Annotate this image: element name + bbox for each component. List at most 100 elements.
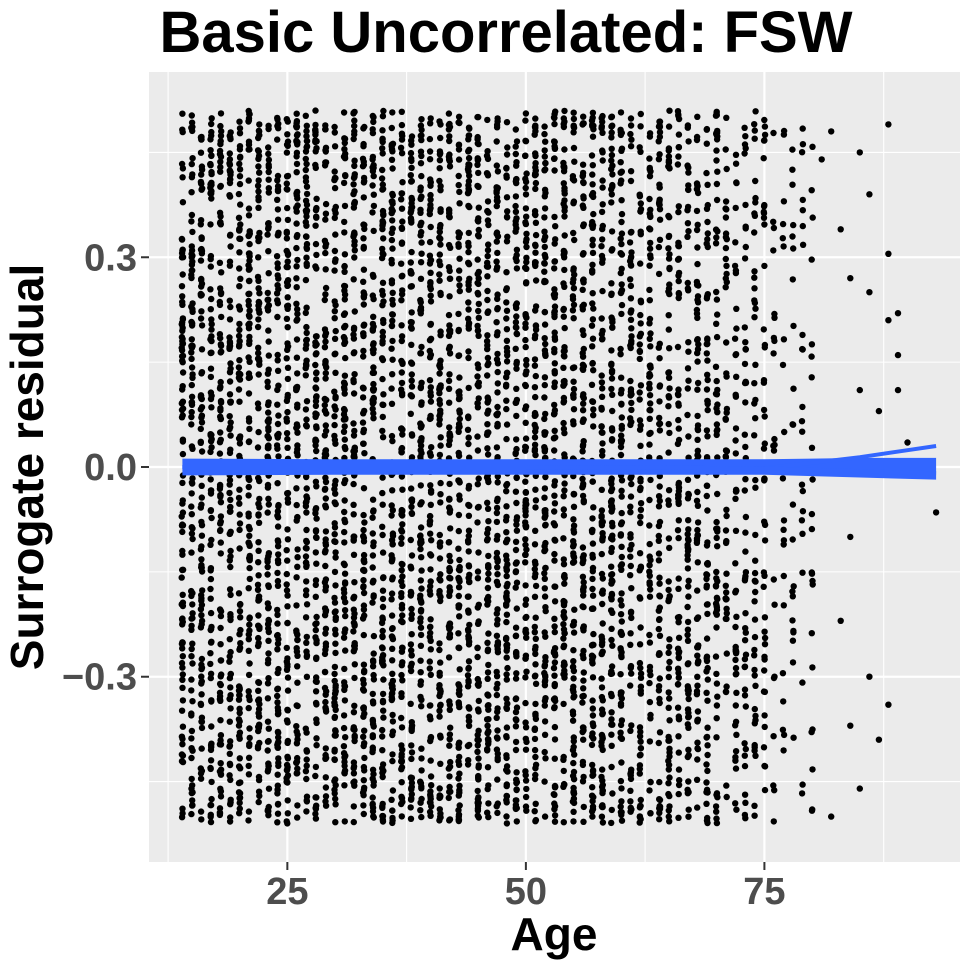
data-point (322, 216, 329, 223)
data-point (512, 449, 519, 457)
data-point (522, 419, 529, 426)
data-point (437, 659, 444, 666)
data-point (369, 746, 376, 754)
data-point (275, 275, 282, 282)
data-point (436, 785, 443, 792)
data-point (522, 117, 529, 124)
data-point (436, 416, 443, 423)
data-point (637, 123, 644, 130)
data-point (369, 794, 376, 801)
data-point (294, 802, 301, 809)
data-point (656, 592, 663, 599)
data-point (275, 551, 282, 558)
data-point (380, 574, 387, 581)
data-point (532, 486, 539, 493)
data-point (283, 570, 290, 578)
data-point (388, 322, 396, 330)
data-point (227, 508, 234, 515)
data-point (256, 169, 263, 176)
data-point (512, 488, 520, 495)
data-point (532, 504, 539, 511)
data-point (588, 642, 596, 649)
data-point (665, 673, 672, 681)
data-point (446, 816, 454, 823)
data-point (571, 158, 578, 165)
data-point (313, 613, 320, 621)
data-point (685, 377, 692, 384)
data-point (302, 197, 310, 204)
data-point (398, 753, 405, 760)
data-point (226, 557, 233, 564)
data-point (341, 139, 348, 147)
data-point (627, 282, 635, 290)
data-point (609, 324, 616, 331)
data-point (313, 560, 320, 567)
data-point (226, 413, 233, 420)
data-point (179, 615, 186, 622)
data-point (647, 810, 654, 817)
data-point (542, 233, 549, 240)
data-point (523, 546, 530, 553)
data-point (226, 176, 234, 183)
data-point (618, 218, 625, 226)
data-point (360, 221, 367, 228)
data-point (379, 659, 386, 666)
data-point (646, 406, 653, 414)
data-point (656, 604, 663, 611)
data-point (455, 241, 462, 248)
data-point (303, 729, 310, 736)
data-point (531, 421, 538, 429)
data-point (646, 262, 653, 269)
data-point (284, 346, 291, 354)
data-point (598, 675, 605, 682)
data-point (551, 213, 558, 221)
data-point (465, 665, 472, 672)
data-point (207, 286, 214, 293)
data-point (674, 440, 682, 448)
data-point (379, 523, 386, 530)
data-point (674, 343, 682, 351)
data-point (465, 348, 472, 355)
data-point (322, 802, 330, 809)
data-point (684, 365, 692, 372)
data-point (331, 790, 338, 797)
data-point (207, 541, 214, 548)
data-point (226, 343, 233, 351)
data-point (178, 414, 186, 421)
data-point (274, 819, 281, 826)
data-point (474, 140, 481, 147)
data-point (627, 787, 634, 794)
data-point (283, 775, 290, 782)
data-point (580, 499, 587, 506)
data-point (656, 133, 664, 141)
data-point (408, 133, 416, 140)
data-point (188, 413, 195, 421)
data-point (227, 671, 234, 678)
data-point (379, 401, 386, 408)
data-point (674, 704, 682, 711)
data-point (284, 364, 292, 371)
data-point (618, 809, 625, 816)
data-point (217, 405, 224, 412)
data-point (198, 414, 205, 421)
data-point (418, 250, 425, 257)
data-point (494, 735, 501, 742)
data-point (685, 339, 692, 346)
data-point (379, 812, 386, 820)
data-point (216, 385, 224, 392)
data-point (646, 522, 653, 529)
data-point (350, 480, 357, 488)
data-point (398, 617, 405, 625)
data-point (179, 697, 187, 704)
data-point (609, 407, 616, 415)
data-point (189, 660, 196, 667)
data-point (389, 245, 396, 252)
data-point (532, 393, 539, 401)
data-point (589, 121, 596, 128)
data-point (427, 115, 434, 122)
data-point (217, 499, 225, 506)
data-point (446, 275, 454, 282)
data-point (313, 394, 320, 401)
data-point (618, 649, 625, 656)
data-point (628, 722, 635, 729)
